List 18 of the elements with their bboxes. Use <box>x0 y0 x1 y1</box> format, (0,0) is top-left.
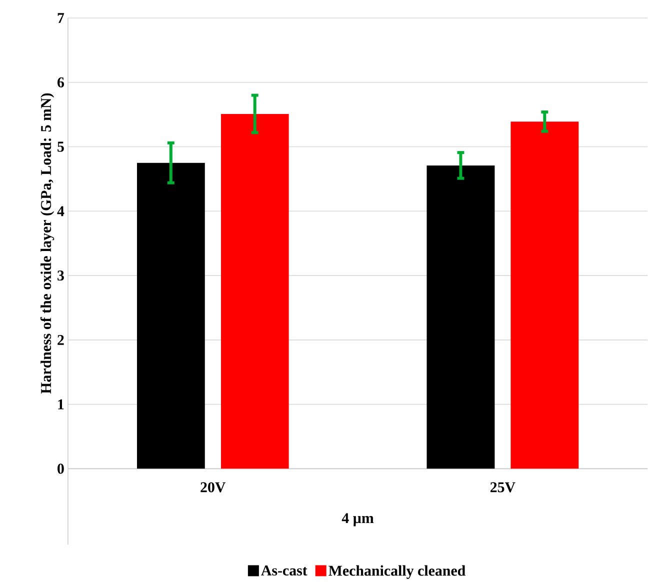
bar <box>510 122 579 469</box>
y-tick-label: 3 <box>58 270 64 281</box>
y-tick-label: 5 <box>58 142 64 152</box>
y-axis-title: Hardness of the oxide layer (GPa, Load: 5 mN) <box>40 94 54 394</box>
legend-label: Mechanically cleaned <box>328 565 466 580</box>
y-tick-label: 1 <box>58 400 64 410</box>
y-tick-label: 2 <box>58 335 64 346</box>
y-tick-label: 0 <box>58 464 64 474</box>
x-tick-label: 25V <box>490 482 516 493</box>
x-axis-title: 4 µm <box>342 513 374 526</box>
y-tick-label: 7 <box>58 13 64 24</box>
y-tick-label: 6 <box>57 78 64 88</box>
bar <box>136 163 205 469</box>
legend-label: As-cast <box>261 566 308 576</box>
bar <box>220 114 289 469</box>
bar <box>426 166 495 469</box>
y-tick-label: 4 <box>57 206 64 216</box>
x-tick-label: 20V <box>200 482 226 493</box>
